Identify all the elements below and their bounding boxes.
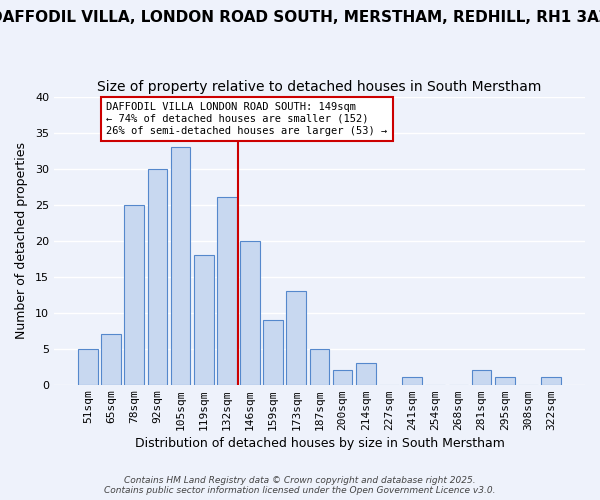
Title: Size of property relative to detached houses in South Merstham: Size of property relative to detached ho… bbox=[97, 80, 542, 94]
Text: Contains HM Land Registry data © Crown copyright and database right 2025.
Contai: Contains HM Land Registry data © Crown c… bbox=[104, 476, 496, 495]
Bar bbox=[286, 291, 306, 384]
Text: DAFFODIL VILLA LONDON ROAD SOUTH: 149sqm
← 74% of detached houses are smaller (1: DAFFODIL VILLA LONDON ROAD SOUTH: 149sqm… bbox=[106, 102, 388, 136]
Y-axis label: Number of detached properties: Number of detached properties bbox=[15, 142, 28, 339]
Bar bbox=[356, 363, 376, 384]
Bar bbox=[240, 240, 260, 384]
Bar bbox=[170, 147, 190, 384]
Bar bbox=[78, 348, 98, 384]
Bar bbox=[310, 348, 329, 384]
X-axis label: Distribution of detached houses by size in South Merstham: Distribution of detached houses by size … bbox=[134, 437, 505, 450]
Bar bbox=[101, 334, 121, 384]
Bar bbox=[194, 255, 214, 384]
Bar bbox=[472, 370, 491, 384]
Bar bbox=[263, 320, 283, 384]
Bar bbox=[217, 198, 236, 384]
Bar bbox=[541, 378, 561, 384]
Bar bbox=[124, 204, 144, 384]
Bar bbox=[402, 378, 422, 384]
Bar bbox=[148, 168, 167, 384]
Text: DAFFODIL VILLA, LONDON ROAD SOUTH, MERSTHAM, REDHILL, RH1 3AZ: DAFFODIL VILLA, LONDON ROAD SOUTH, MERST… bbox=[0, 10, 600, 25]
Bar bbox=[495, 378, 515, 384]
Bar bbox=[333, 370, 352, 384]
